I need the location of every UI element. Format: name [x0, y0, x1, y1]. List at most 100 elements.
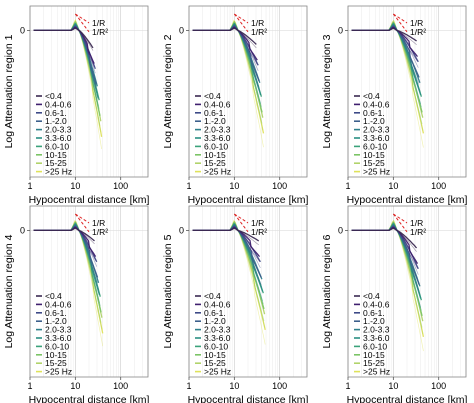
gridlines	[188, 6, 308, 177]
legend-label: 0.6-1.	[204, 108, 226, 118]
legend-label: >25 Hz	[204, 167, 231, 177]
legend-label: 3.3-6.0	[45, 333, 72, 343]
legend: <0.40.4-0.60.6-1.1.-2.02.0-3.33.3-6.06.0…	[354, 291, 390, 377]
series-line-0-4	[33, 27, 94, 49]
legend-label: 1.-2.0	[45, 116, 67, 126]
ref-label-inv-r2: 1/R²	[410, 227, 426, 237]
legend-label: 0.4-0.6	[45, 99, 72, 109]
legend-label: 15-25	[204, 358, 226, 368]
legend: <0.40.4-0.60.6-1.1.-2.02.0-3.33.3-6.06.0…	[36, 91, 72, 177]
ref-label-inv-r2: 1/R²	[251, 27, 267, 37]
plot-frame	[188, 5, 308, 178]
legend-label: 0.6-1.	[363, 108, 385, 118]
legend-label: <0.4	[45, 291, 62, 301]
ref-line-inv-r	[234, 213, 249, 224]
ref-label-inv-r2: 1/R²	[410, 27, 426, 37]
legend-label: 1.-2.0	[45, 316, 67, 326]
reference-lines: 1/R1/R²	[74, 13, 108, 37]
legend-label: 2.0-3.3	[45, 325, 72, 335]
legend-label: 10-15	[45, 150, 67, 160]
series-line-0-4-band	[351, 227, 417, 252]
y-tick-label: 0	[179, 25, 184, 35]
legend-label: 0.4-0.6	[363, 99, 390, 109]
legend-label: 15-25	[45, 358, 67, 368]
legend: <0.40.4-0.60.6-1.1.-2.02.0-3.33.3-6.06.0…	[195, 291, 231, 377]
legend-label: 0.4-0.6	[45, 299, 72, 309]
x-tick-label: 10	[70, 181, 80, 191]
legend-label: 10-15	[204, 150, 226, 160]
ref-line-inv-r2	[74, 13, 90, 33]
legend-label: 0.6-1.	[45, 108, 67, 118]
reference-lines: 1/R1/R²	[74, 213, 108, 237]
x-tick-label: 1	[27, 181, 32, 191]
legend-label: 10-15	[363, 350, 385, 360]
ref-label-inv-r: 1/R	[410, 18, 423, 28]
reference-lines: 1/R1/R²	[392, 213, 426, 237]
plot-frame	[29, 5, 149, 178]
legend-label: >25 Hz	[363, 367, 390, 377]
legend-label: 1.-2.0	[204, 316, 226, 326]
legend-label: 15-25	[363, 158, 385, 168]
y-tick-label: 0	[20, 225, 25, 235]
ref-line-inv-r	[75, 13, 90, 24]
y-tick-label: 0	[338, 225, 343, 235]
x-axis-label: Hypocentral distance [km]	[347, 394, 468, 403]
y-tick-label: 0	[179, 225, 184, 235]
x-tick-label: 10	[229, 381, 239, 391]
legend-label: 15-25	[363, 358, 385, 368]
legend-label: <0.4	[204, 291, 221, 301]
legend: <0.40.4-0.60.6-1.1.-2.02.0-3.33.3-6.06.0…	[36, 291, 72, 377]
x-tick-label: 10	[70, 381, 80, 391]
legend-label: <0.4	[45, 91, 62, 101]
y-axis-label: Log Attenuation region 6	[321, 234, 333, 348]
x-tick-label: 100	[272, 381, 287, 391]
x-axis-label: Hypocentral distance [km]	[188, 394, 309, 403]
y-axis-label: Log Attenuation region 3	[321, 34, 333, 148]
reference-lines: 1/R1/R²	[392, 13, 426, 37]
series-line-0-4	[351, 27, 417, 42]
legend-label: 2.0-3.3	[363, 325, 390, 335]
legend-label: >25 Hz	[363, 167, 390, 177]
legend-label: <0.4	[363, 91, 380, 101]
legend-label: 6.0-10	[363, 141, 387, 151]
series-group	[33, 220, 104, 347]
ref-label-inv-r2: 1/R²	[92, 27, 108, 37]
legend-label: 3.3-6.0	[363, 333, 390, 343]
legend-label: 10-15	[45, 350, 67, 360]
plot-frame	[188, 205, 308, 378]
legend-label: 0.6-1.	[45, 308, 67, 318]
legend-label: 2.0-3.3	[45, 125, 72, 135]
y-tick-label: 0	[20, 25, 25, 35]
legend-label: <0.4	[363, 291, 380, 301]
series-group	[192, 19, 265, 148]
series-line-0-4-band	[33, 227, 95, 245]
ref-line-inv-r	[393, 213, 408, 224]
series-line-0-4-band	[351, 27, 417, 45]
ref-label-inv-r2: 1/R²	[251, 227, 267, 237]
series-line-0-4	[351, 227, 418, 249]
x-tick-label: 10	[388, 181, 398, 191]
x-tick-label: 100	[113, 381, 128, 391]
legend-label: 1.-2.0	[363, 316, 385, 326]
series-line-0-4-band	[33, 27, 94, 51]
series-group	[192, 219, 266, 345]
series-line-0-4	[33, 227, 95, 242]
panel-region-4: 1/R1/R² <0.40.4-0.60.6-1.1.-2.02.0-3.33.3…	[3, 205, 149, 403]
panel-region-5: 1/R1/R² <0.40.4-0.60.6-1.1.-2.02.0-3.33.3…	[162, 205, 309, 403]
legend-label: 0.4-0.6	[204, 299, 231, 309]
ref-line-inv-r2	[233, 13, 249, 33]
x-tick-label: 10	[388, 381, 398, 391]
plot-frame	[347, 5, 467, 178]
legend-label: 6.0-10	[45, 141, 69, 151]
x-tick-label: 1	[186, 181, 191, 191]
ref-line-inv-r2	[74, 213, 90, 233]
x-axis-label: Hypocentral distance [km]	[347, 194, 468, 206]
series-group	[33, 18, 103, 150]
ref-label-inv-r: 1/R	[92, 18, 105, 28]
reference-lines: 1/R1/R²	[233, 13, 267, 37]
plot-frame	[29, 205, 149, 378]
legend-label: 2.0-3.3	[204, 325, 231, 335]
legend-label: 2.0-3.3	[204, 125, 231, 135]
y-axis-label: Log Attenuation region 1	[3, 34, 15, 148]
x-tick-label: 1	[27, 381, 32, 391]
